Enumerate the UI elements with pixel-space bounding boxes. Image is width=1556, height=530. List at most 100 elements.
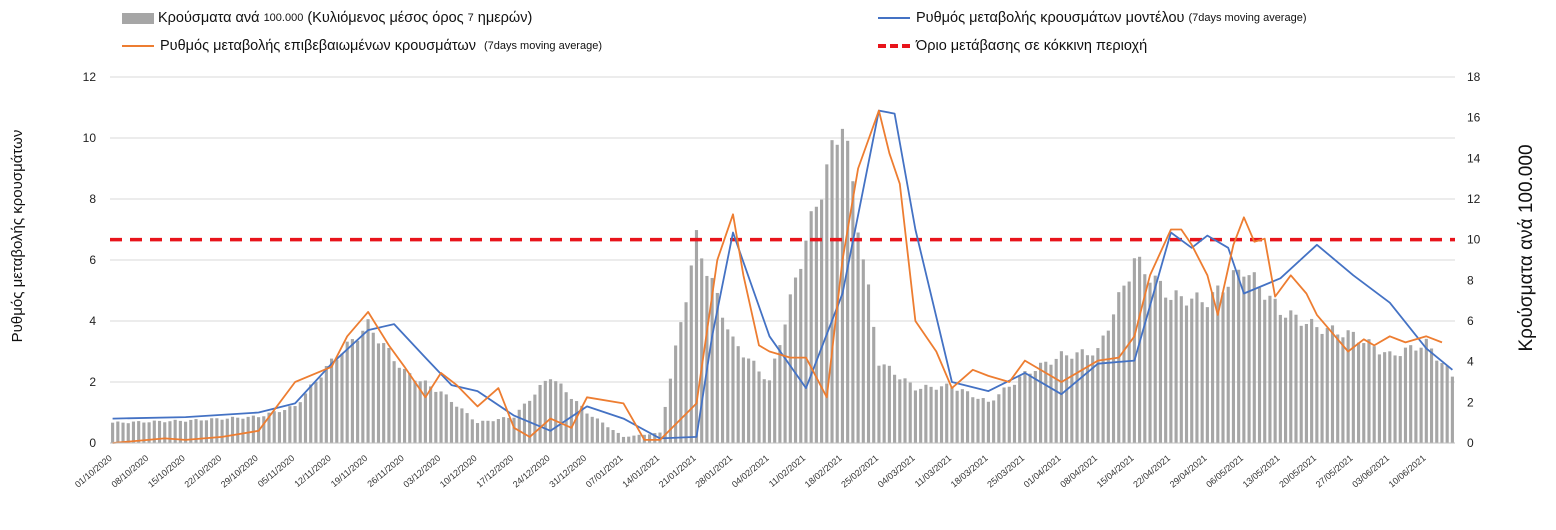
bar bbox=[882, 364, 886, 443]
bar bbox=[773, 358, 777, 443]
bar bbox=[997, 394, 1001, 443]
x-tick-label: 04/03/2021 bbox=[876, 453, 917, 490]
bar bbox=[1398, 356, 1402, 443]
legend-bars-label3: ημερών) bbox=[477, 10, 533, 26]
bar bbox=[866, 284, 871, 443]
bar bbox=[1435, 360, 1439, 443]
bar bbox=[1336, 334, 1340, 443]
y-right-tick-label: 16 bbox=[1467, 111, 1481, 125]
legend-model-small: (7days moving average) bbox=[1188, 12, 1307, 24]
x-tick-label: 21/01/2021 bbox=[657, 453, 698, 490]
bar bbox=[799, 268, 803, 443]
bar bbox=[893, 374, 897, 443]
bar bbox=[1383, 352, 1387, 443]
bar bbox=[1101, 335, 1105, 443]
x-tick-label: 24/12/2020 bbox=[511, 453, 552, 490]
bar bbox=[1153, 275, 1157, 443]
bar bbox=[653, 433, 657, 443]
bar bbox=[173, 419, 177, 443]
bar bbox=[1310, 318, 1314, 443]
bar bbox=[361, 330, 365, 443]
bar bbox=[246, 416, 250, 443]
bar bbox=[934, 389, 938, 443]
bar bbox=[230, 416, 235, 443]
bar bbox=[408, 373, 412, 443]
bar bbox=[241, 418, 245, 443]
bar bbox=[397, 367, 401, 443]
bar bbox=[595, 418, 599, 443]
bar bbox=[1231, 270, 1236, 443]
bar bbox=[986, 401, 990, 443]
y-axis-label-right: Κρούσματα ανά 100.000 bbox=[1516, 144, 1537, 351]
bar bbox=[189, 419, 193, 443]
bar bbox=[1075, 352, 1079, 443]
bar bbox=[1174, 290, 1178, 443]
y-right-tick-label: 2 bbox=[1467, 395, 1474, 409]
x-tick-label: 18/02/2021 bbox=[803, 453, 844, 490]
bar bbox=[861, 259, 865, 443]
bar bbox=[1299, 325, 1303, 443]
bar bbox=[1190, 298, 1194, 443]
bar bbox=[590, 416, 594, 443]
bar bbox=[637, 434, 641, 443]
line-series bbox=[112, 109, 1453, 444]
bar bbox=[1372, 346, 1376, 443]
bar bbox=[486, 420, 490, 443]
bar bbox=[1393, 355, 1397, 443]
x-tick-label: 01/10/2020 bbox=[73, 453, 114, 490]
bar bbox=[293, 406, 297, 443]
bar bbox=[543, 380, 547, 443]
legend-bars-small1: 100.000 bbox=[263, 12, 304, 24]
bar bbox=[1044, 361, 1048, 443]
x-tick-label: 04/02/2021 bbox=[730, 453, 771, 490]
x-tick-label: 29/10/2020 bbox=[219, 453, 260, 490]
bar bbox=[1330, 325, 1335, 443]
bar bbox=[152, 420, 156, 443]
bar bbox=[142, 422, 146, 443]
bar bbox=[1356, 342, 1361, 443]
legend-confirmed: Ρυθμός μεταβολής επιβεβαιωμένων κρουσμάτ… bbox=[122, 38, 602, 54]
legend-bars-label2: (Κυλιόμενος μέσος όρος bbox=[307, 10, 464, 26]
bar bbox=[814, 206, 818, 443]
bar bbox=[1362, 343, 1366, 443]
bar bbox=[1294, 314, 1298, 443]
bar bbox=[1242, 276, 1246, 443]
bar bbox=[1018, 376, 1022, 443]
bar bbox=[1111, 314, 1116, 443]
bar bbox=[741, 357, 745, 443]
x-tick-label: 19/11/2020 bbox=[329, 453, 369, 489]
bar bbox=[851, 181, 855, 443]
bar bbox=[1388, 351, 1392, 443]
bar bbox=[157, 420, 162, 443]
bar bbox=[314, 381, 318, 443]
bar bbox=[887, 365, 891, 443]
bar bbox=[1117, 292, 1121, 443]
bar bbox=[371, 332, 375, 443]
bar bbox=[778, 345, 782, 443]
bar bbox=[736, 346, 740, 443]
x-tick-label: 08/04/2021 bbox=[1058, 453, 1099, 490]
bar bbox=[1440, 363, 1444, 443]
bar bbox=[512, 417, 516, 443]
bar bbox=[1247, 275, 1251, 443]
bar bbox=[1284, 317, 1288, 443]
bar bbox=[1211, 292, 1215, 443]
bar bbox=[663, 406, 667, 443]
bar bbox=[303, 393, 308, 443]
bar bbox=[184, 421, 188, 443]
x-tick-label: 15/10/2020 bbox=[146, 453, 187, 490]
bar bbox=[554, 381, 558, 443]
x-tick-label: 11/03/2021 bbox=[913, 453, 953, 489]
bar bbox=[835, 144, 839, 443]
bar bbox=[1080, 349, 1084, 443]
bar bbox=[1164, 297, 1168, 443]
bar bbox=[731, 336, 735, 443]
bar bbox=[621, 436, 626, 443]
bar bbox=[444, 394, 448, 443]
legend-confirmed-swatch bbox=[122, 45, 154, 47]
bar bbox=[402, 368, 407, 443]
bar bbox=[710, 277, 714, 443]
bar bbox=[1289, 310, 1293, 443]
bar bbox=[251, 415, 255, 443]
